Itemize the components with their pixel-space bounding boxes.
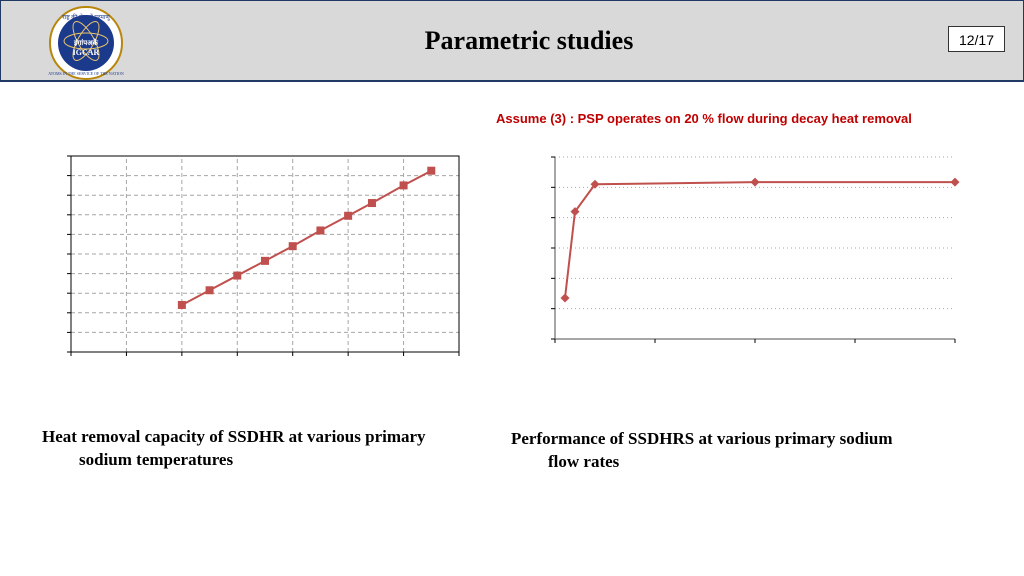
series-line	[564, 181, 955, 299]
data-point	[560, 293, 570, 303]
data-point	[205, 286, 214, 295]
data-point	[367, 199, 376, 208]
page-number: 12/17	[948, 26, 1005, 52]
assumption-note: Assume (3) : PSP operates on 20 % flow d…	[496, 111, 912, 126]
data-point	[233, 271, 242, 280]
logo-bottom-text: ATOMS IN THE SERVICE OF THE NATION	[48, 71, 124, 76]
logo-center-text: इंगांपअकें	[73, 38, 99, 47]
igcar-logo: राष्ट्र की सेवा में परमाणु इंगांपअकें IG…	[48, 6, 124, 80]
data-point	[950, 177, 960, 187]
logo-name: IGCAR	[73, 48, 100, 57]
data-point	[399, 181, 408, 190]
left-caption-line2: sodium temperatures	[79, 450, 234, 469]
page-title: Parametric studies	[424, 26, 634, 55]
data-point	[261, 256, 269, 265]
data-point	[288, 242, 297, 251]
data-point	[570, 207, 580, 217]
right-caption-line1: Performance of SSDHRS at various primary…	[511, 429, 893, 448]
flow-capacity-chart	[551, 156, 960, 343]
right-caption-line2: flow rates	[548, 452, 620, 471]
header-bar: राष्ट्र की सेवा में परमाणु इंगांपअकें IG…	[0, 0, 1024, 82]
data-point	[590, 179, 600, 189]
data-point	[316, 226, 325, 235]
data-point	[344, 211, 353, 220]
data-point	[427, 166, 436, 175]
series-line	[181, 169, 432, 306]
temperature-capacity-chart	[67, 155, 460, 356]
logo-top-text: राष्ट्र की सेवा में परमाणु	[62, 13, 111, 21]
left-caption-line1: Heat removal capacity of SSDHR at variou…	[42, 427, 426, 446]
data-point	[750, 177, 760, 187]
data-point	[177, 300, 186, 309]
